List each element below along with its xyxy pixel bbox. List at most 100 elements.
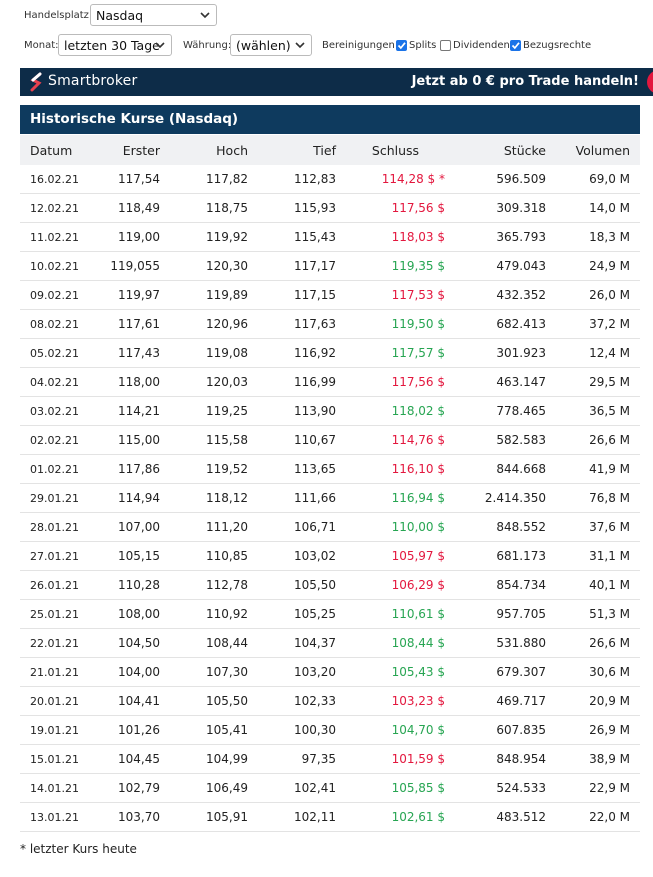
column-header: Hoch <box>170 135 258 165</box>
table-cell: 118,00 <box>95 367 170 397</box>
table-body: 16.02.21 117,54 117,82 112,83 114,28 $ * 596.… <box>20 165 640 832</box>
table-cell: 120,96 <box>170 309 258 339</box>
header-row: Datum Erster Hoch Tief Schluss Stücke Volumen <box>20 135 640 165</box>
table-cell: 10.02.21 <box>20 251 95 281</box>
table-cell: 101,26 <box>95 715 170 745</box>
table-cell: 114,76 $ <box>346 425 455 455</box>
table-row: 04.02.21 118,00 120,03 116,99 117,56 $463.14… <box>20 367 640 397</box>
table-cell: 110,00 $ <box>346 512 455 542</box>
table-cell: 119,92 <box>170 222 258 252</box>
table-cell: 102,11 <box>258 802 346 832</box>
table-cell: 103,70 <box>95 802 170 832</box>
table-cell: 112,78 <box>170 570 258 600</box>
checkbox-label: Dividenden <box>453 40 510 51</box>
table-cell: 117,82 <box>170 165 258 194</box>
table-cell: 117,56 $ <box>346 367 455 397</box>
chevron <box>155 42 165 49</box>
adjust-label: Bereinigungen: <box>322 40 399 51</box>
table-cell: 41,9 M <box>556 454 640 484</box>
table-cell: 120,03 <box>170 367 258 397</box>
ad-banner[interactable]: Smartbroker Jetzt ab 0 € pro Trade hande… <box>20 68 653 96</box>
table-cell: 117,61 <box>95 309 170 339</box>
table-row: 10.02.21 119,055 120,30 117,17 119,35 $479.0… <box>20 251 640 281</box>
table-cell: 104,45 <box>95 744 170 774</box>
table-cell: 469.717 <box>455 686 556 716</box>
table-cell: 108,44 <box>170 628 258 658</box>
table-cell: 105,25 <box>258 599 346 629</box>
table-cell: 103,20 <box>258 657 346 687</box>
table-cell: 116,10 $ <box>346 454 455 484</box>
table-cell: 118,12 <box>170 483 258 513</box>
table-row: 03.02.21 114,21 119,25 113,90 118,02 $778.46… <box>20 396 640 426</box>
checkbox-box <box>396 40 407 51</box>
exchange-value: Nasdaq <box>96 8 144 23</box>
checkbox[interactable]: Dividenden <box>440 40 510 51</box>
column-header: Datum <box>20 135 95 165</box>
table-cell: 118,02 $ <box>346 396 455 426</box>
exchange-select[interactable]: Nasdaq <box>90 4 217 26</box>
month-select[interactable]: letzten 30 Tage <box>58 34 172 56</box>
table-title: Historische Kurse (Nasdaq) <box>20 105 640 134</box>
table-cell: 105,41 <box>170 715 258 745</box>
table-cell: 104,00 <box>95 657 170 687</box>
table-cell: 15.01.21 <box>20 744 95 774</box>
table-cell: 28.01.21 <box>20 512 95 542</box>
table-cell: 12,4 M <box>556 338 640 368</box>
table-cell: 37,6 M <box>556 512 640 542</box>
table-cell: 119,35 $ <box>346 251 455 281</box>
table-cell: 105,50 <box>258 570 346 600</box>
table-cell: 117,15 <box>258 280 346 310</box>
table-cell: 01.02.21 <box>20 454 95 484</box>
table-cell: 102,79 <box>95 773 170 803</box>
column-header: Schluss <box>346 135 455 165</box>
table-cell: 119,00 <box>95 222 170 252</box>
check-mark <box>511 42 520 50</box>
table-row: 15.01.21 104,45 104,99 97,35 101,59 $848.954… <box>20 744 640 774</box>
table-cell: 524.533 <box>455 773 556 803</box>
table-row: 26.01.21 110,28 112,78 105,50 106,29 $854.73… <box>20 570 640 600</box>
checkbox[interactable]: Bezugsrechte <box>510 40 591 51</box>
table-cell: 27.01.21 <box>20 541 95 571</box>
table-cell: 113,90 <box>258 396 346 426</box>
month-value: letzten 30 Tage <box>64 38 160 53</box>
table-cell: 22.01.21 <box>20 628 95 658</box>
table-cell: 117,53 $ <box>346 280 455 310</box>
checkbox[interactable]: Splits <box>396 40 436 51</box>
brand-logo <box>30 72 42 92</box>
table-row: 29.01.21 114,94 118,12 111,66 116,94 $2.414.… <box>20 483 640 513</box>
table-cell: 25.01.21 <box>20 599 95 629</box>
column-header: Volumen <box>556 135 640 165</box>
table-cell: 104,41 <box>95 686 170 716</box>
table-row: 13.01.21 103,70 105,91 102,11 102,61 $483.51… <box>20 802 640 832</box>
table-cell: 119,97 <box>95 280 170 310</box>
table-cell: 104,99 <box>170 744 258 774</box>
table-cell: 848.954 <box>455 744 556 774</box>
column-header: Erster <box>95 135 170 165</box>
table-cell: 105,91 <box>170 802 258 832</box>
table-cell: 26,6 M <box>556 628 640 658</box>
table-cell: 114,94 <box>95 483 170 513</box>
table-cell: 104,50 <box>95 628 170 658</box>
table-cell: 117,86 <box>95 454 170 484</box>
table-row: 09.02.21 119,97 119,89 117,15 117,53 $432.35… <box>20 280 640 310</box>
table-row: 08.02.21 117,61 120,96 117,63 119,50 $682.41… <box>20 309 640 339</box>
table-cell: 101,59 $ <box>346 744 455 774</box>
table-cell: 20.01.21 <box>20 686 95 716</box>
table-cell: 118,49 <box>95 193 170 223</box>
table-cell: 432.352 <box>455 280 556 310</box>
checkbox-box <box>510 40 521 51</box>
table-cell: 24,9 M <box>556 251 640 281</box>
table-row: 05.02.21 117,43 119,08 116,92 117,57 $301.92… <box>20 338 640 368</box>
table-cell: 21.01.21 <box>20 657 95 687</box>
table-cell: 119,08 <box>170 338 258 368</box>
table-cell: 115,00 <box>95 425 170 455</box>
table-cell: 679.307 <box>455 657 556 687</box>
table-cell: 118,75 <box>170 193 258 223</box>
currency-select[interactable]: (wählen) <box>230 34 312 56</box>
table-cell: 30,6 M <box>556 657 640 687</box>
table-row: 12.02.21 118,49 118,75 115,93 117,56 $309.31… <box>20 193 640 223</box>
table-cell: 105,50 <box>170 686 258 716</box>
table-cell: 69,0 M <box>556 165 640 194</box>
table-cell: 120,30 <box>170 251 258 281</box>
table-cell: 117,57 $ <box>346 338 455 368</box>
